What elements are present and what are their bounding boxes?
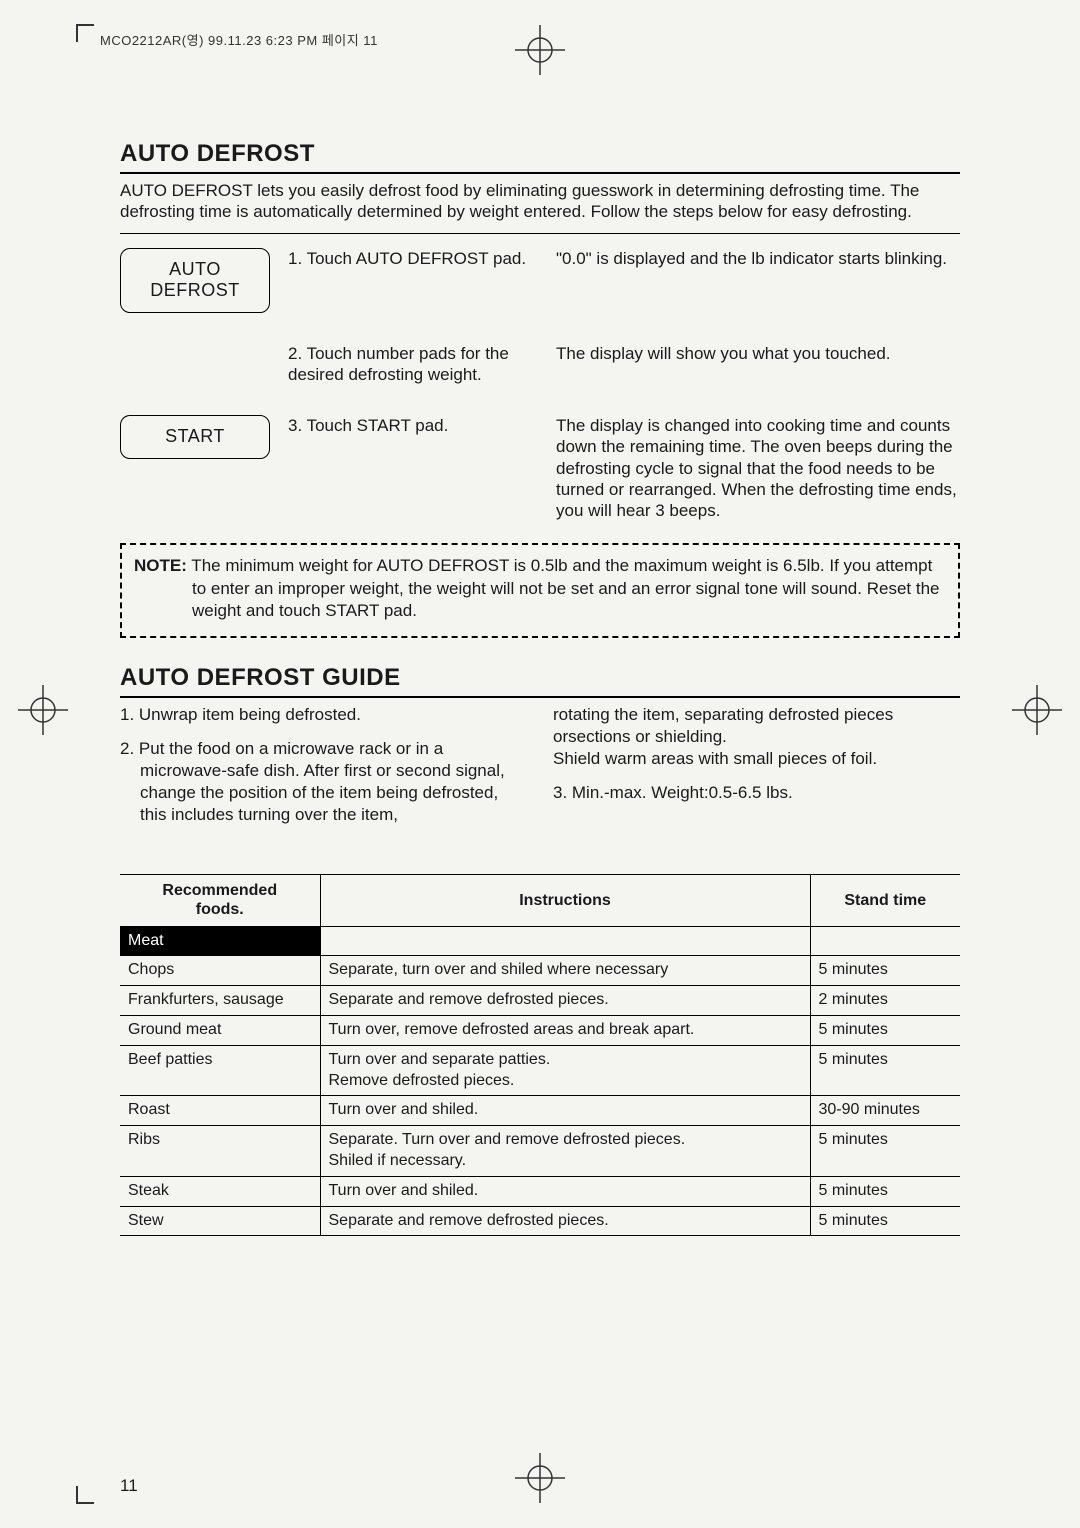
step-result: The display is changed into cooking time…: [556, 415, 960, 521]
cell-instructions: Separate and remove defrosted pieces.: [320, 986, 810, 1016]
page-content: AUTO DEFROST AUTO DEFROST lets you easil…: [120, 140, 960, 1236]
cell-instructions: Separate and remove defrosted pieces.: [320, 1206, 810, 1236]
cell-stand-time: 5 minutes: [810, 1045, 960, 1096]
cell-food: Stew: [120, 1206, 320, 1236]
table-row: Chops Separate, turn over and shiled whe…: [120, 956, 960, 986]
guide-step-1: 1. Unwrap item being defrosted.: [120, 704, 527, 726]
category-blank: [810, 926, 960, 956]
table-row: Roast Turn over and shiled. 30-90 minute…: [120, 1096, 960, 1126]
registration-mark-bottom: [515, 1453, 565, 1503]
table-row: Ribs Separate. Turn over and remove defr…: [120, 1126, 960, 1177]
table-row: Steak Turn over and shiled. 5 minutes: [120, 1176, 960, 1206]
auto-defrost-intro: AUTO DEFROST lets you easily defrost foo…: [120, 180, 960, 234]
step-action: 1. Touch AUTO DEFROST pad.: [288, 248, 538, 269]
cell-stand-time: 5 minutes: [810, 1015, 960, 1045]
col-header-stand-time: Stand time: [810, 875, 960, 926]
cell-food: Frankfurters, sausage: [120, 986, 320, 1016]
note-label: NOTE:: [134, 556, 187, 575]
step-result: "0.0" is displayed and the lb indicator …: [556, 248, 960, 269]
cell-instructions: Turn over and shiled.: [320, 1176, 810, 1206]
step-1: AUTO DEFROST 1. Touch AUTO DEFROST pad. …: [120, 248, 960, 313]
cell-food: Steak: [120, 1176, 320, 1206]
category-label: Meat: [120, 926, 320, 956]
cell-stand-time: 5 minutes: [810, 1176, 960, 1206]
col-header-text: foods.: [196, 901, 244, 918]
category-blank: [320, 926, 810, 956]
cell-instructions: Turn over and separate patties. Remove d…: [320, 1045, 810, 1096]
registration-mark-right: [1012, 685, 1062, 735]
col-header-foods: Recommended foods.: [120, 875, 320, 926]
guide-step-2-cont: rotating the item, separating defrosted …: [553, 704, 960, 770]
cell-instructions: Turn over and shiled.: [320, 1096, 810, 1126]
note-box: NOTE: The minimum weight for AUTO DEFROS…: [120, 543, 960, 637]
col-header-text: Recommended: [162, 882, 277, 899]
page-number: 11: [120, 1476, 138, 1496]
auto-defrost-heading: AUTO DEFROST: [120, 140, 960, 174]
cell-food: Chops: [120, 956, 320, 986]
cell-instructions: Turn over, remove defrosted areas and br…: [320, 1015, 810, 1045]
defrost-guide-table: Recommended foods. Instructions Stand ti…: [120, 874, 960, 1236]
table-row: Ground meat Turn over, remove defrosted …: [120, 1015, 960, 1045]
cell-food: Ribs: [120, 1126, 320, 1177]
step-2: 2. Touch number pads for the desired def…: [120, 343, 960, 386]
crop-mark-bottom-left: [76, 1486, 94, 1504]
cell-stand-time: 5 minutes: [810, 956, 960, 986]
step-result: The display will show you what you touch…: [556, 343, 960, 364]
crop-mark-top-left: [76, 24, 94, 42]
cell-instructions: Separate, turn over and shiled where nec…: [320, 956, 810, 986]
col-header-instructions: Instructions: [320, 875, 810, 926]
cell-stand-time: 5 minutes: [810, 1126, 960, 1177]
table-row: Beef patties Turn over and separate patt…: [120, 1045, 960, 1096]
registration-mark-top: [515, 25, 565, 75]
step-action: 3. Touch START pad.: [288, 415, 538, 436]
table-header-row: Recommended foods. Instructions Stand ti…: [120, 875, 960, 926]
auto-defrost-steps: AUTO DEFROST 1. Touch AUTO DEFROST pad. …: [120, 248, 960, 522]
table-row: Frankfurters, sausage Separate and remov…: [120, 986, 960, 1016]
prepress-header: MCO2212AR(영) 99.11.23 6:23 PM 페이지 11: [100, 30, 378, 49]
registration-mark-left: [18, 685, 68, 735]
pad-label: START: [165, 426, 225, 446]
pad-label-line1: AUTO: [169, 259, 221, 279]
note-text: The minimum weight for AUTO DEFROST is 0…: [187, 556, 940, 619]
cell-instructions: Separate. Turn over and remove defrosted…: [320, 1126, 810, 1177]
guide-step-3: 3. Min.-max. Weight:0.5-6.5 lbs.: [553, 782, 960, 804]
step-action: 2. Touch number pads for the desired def…: [288, 343, 538, 386]
auto-defrost-guide-heading: AUTO DEFROST GUIDE: [120, 664, 960, 698]
auto-defrost-pad: AUTO DEFROST: [120, 248, 270, 313]
pad-label-line2: DEFROST: [150, 280, 240, 300]
cell-food: Beef patties: [120, 1045, 320, 1096]
guide-intro-right: rotating the item, separating defrosted …: [553, 704, 960, 838]
guide-step-2: 2. Put the food on a microwave rack or i…: [120, 738, 527, 826]
cell-food: Ground meat: [120, 1015, 320, 1045]
cell-stand-time: 2 minutes: [810, 986, 960, 1016]
category-row-meat: Meat: [120, 926, 960, 956]
step-3: START 3. Touch START pad. The display is…: [120, 415, 960, 521]
guide-intro: 1. Unwrap item being defrosted. 2. Put t…: [120, 704, 960, 838]
guide-intro-left: 1. Unwrap item being defrosted. 2. Put t…: [120, 704, 527, 838]
pad-placeholder: [120, 343, 270, 353]
table-row: Stew Separate and remove defrosted piece…: [120, 1206, 960, 1236]
cell-food: Roast: [120, 1096, 320, 1126]
cell-stand-time: 5 minutes: [810, 1206, 960, 1236]
start-pad: START: [120, 415, 270, 459]
cell-stand-time: 30-90 minutes: [810, 1096, 960, 1126]
